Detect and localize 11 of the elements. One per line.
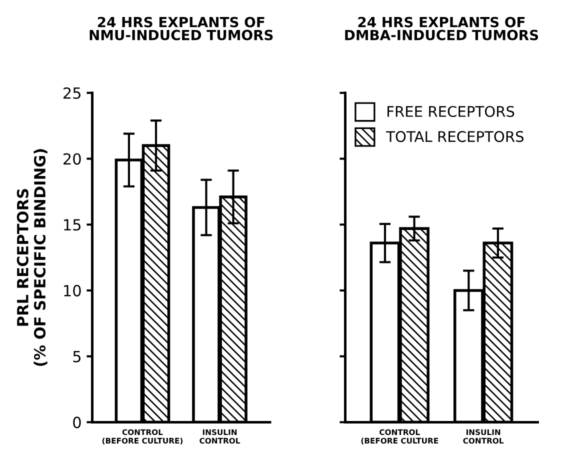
y-tick-label: 0 [73,416,81,428]
y-tick-label: 5 [73,350,81,362]
chart-title: 24 HRS EXPLANTS OF NMU-INDUCED TUMORS [90,16,273,40]
y-tick-label: 20 [64,153,81,165]
y-tick-label: 15 [64,219,81,231]
chart-title: 24 HRS EXPLANTS OF DMBA-INDUCED TUMORS [345,16,538,40]
y-axis-title: PRL RECEPTORS (% OF SPECIFIC BINDING) [16,149,48,366]
y-tick-label: 25 [64,87,81,99]
legend-label: TOTAL RECEPTORS [386,131,524,142]
y-tick-label: 10 [64,284,81,296]
legend-label: FREE RECEPTORS [388,106,514,117]
